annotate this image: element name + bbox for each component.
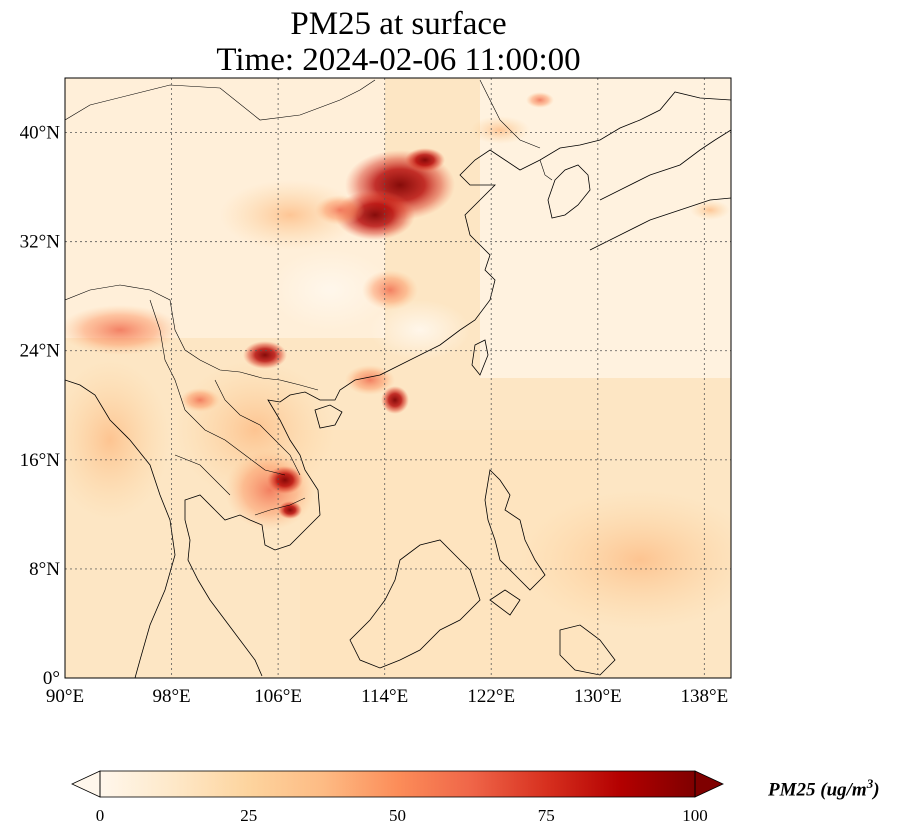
map-time: Time: 2024-02-06 11:00:00 xyxy=(216,42,581,78)
colorbar: 0 25 50 75 100 xyxy=(71,770,724,825)
map-frame xyxy=(64,77,732,679)
lon-tick-label: 106°E xyxy=(254,686,302,707)
longitude-tick-labels: 90°E 98°E 106°E 114°E 122°E 130°E 138°E xyxy=(46,686,728,707)
lat-tick-label: 8°N xyxy=(29,559,60,580)
colorbar-tick-label: 100 xyxy=(682,806,708,825)
lat-tick-label: 24°N xyxy=(20,341,61,362)
colorbar-tick-label: 25 xyxy=(240,806,257,825)
lat-tick-label: 0° xyxy=(43,668,60,689)
colorbar-gradient xyxy=(100,771,695,797)
lon-tick-label: 122°E xyxy=(467,686,515,707)
lon-tick-label: 114°E xyxy=(361,686,408,707)
colorbar-frame xyxy=(99,770,696,798)
country-borders xyxy=(65,79,553,516)
colorbar-tick-label: 75 xyxy=(538,806,555,825)
pm25-field xyxy=(65,78,731,678)
lon-tick-label: 130°E xyxy=(574,686,622,707)
colorbar-label: PM25 (ug/m3) xyxy=(768,776,880,801)
lat-tick-label: 16°N xyxy=(20,450,61,471)
lon-tick-label: 98°E xyxy=(152,686,190,707)
colorbar-tick-label: 50 xyxy=(389,806,406,825)
lon-tick-label: 138°E xyxy=(681,686,729,707)
map-title: PM25 at surface xyxy=(290,6,507,42)
coastlines xyxy=(65,91,731,678)
latitude-tick-labels: 0° 8°N 16°N 24°N 32°N 40°N xyxy=(20,123,61,689)
colorbar-extend-min xyxy=(71,770,101,798)
lat-tick-label: 32°N xyxy=(20,232,61,253)
colorbar-tick-labels: 0 25 50 75 100 xyxy=(96,806,708,825)
lon-tick-label: 90°E xyxy=(46,686,84,707)
lat-tick-label: 40°N xyxy=(20,123,61,144)
colorbar-tick-label: 0 xyxy=(96,806,105,825)
colorbar-extend-max xyxy=(694,770,724,798)
